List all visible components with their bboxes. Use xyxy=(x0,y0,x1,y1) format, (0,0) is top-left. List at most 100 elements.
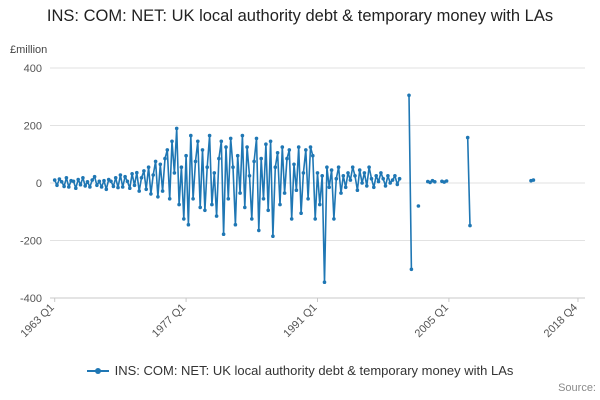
data-point-marker xyxy=(160,189,165,193)
source-label: Source: xyxy=(558,382,596,394)
data-point-marker xyxy=(179,165,184,169)
legend-line-icon xyxy=(86,367,109,374)
data-point-marker xyxy=(196,139,200,144)
data-point-marker xyxy=(271,234,275,238)
data-point-marker xyxy=(257,228,261,233)
data-point-marker xyxy=(81,176,85,180)
chart-title: INS: COM: NET: UK local authority debt &… xyxy=(46,7,554,25)
data-point-marker xyxy=(289,217,294,221)
data-point-marker xyxy=(336,165,341,169)
data-point-marker xyxy=(465,135,470,140)
data-point-marker xyxy=(383,184,388,188)
series-line xyxy=(408,94,413,271)
data-point-marker xyxy=(74,186,78,190)
data-point-marker xyxy=(261,197,266,201)
data-point-marker xyxy=(167,197,172,201)
data-point-marker xyxy=(62,184,66,189)
data-point-marker xyxy=(334,176,339,181)
data-point-marker xyxy=(132,183,137,188)
x-tick-label: 2005 Q1 xyxy=(413,302,451,340)
series-line xyxy=(53,127,401,283)
data-point-marker xyxy=(151,173,155,177)
data-point-marker xyxy=(85,180,90,184)
data-point-marker xyxy=(189,133,193,138)
data-point-marker xyxy=(360,181,364,185)
data-point-marker xyxy=(252,159,256,164)
data-point-marker xyxy=(184,153,188,158)
x-tick-label: 1963 Q1 xyxy=(18,302,56,340)
data-point-marker xyxy=(266,208,271,213)
data-point-marker xyxy=(92,174,97,179)
data-point-marker xyxy=(285,156,289,161)
data-point-marker xyxy=(433,180,437,184)
data-point-marker xyxy=(113,176,118,180)
data-point-marker xyxy=(367,165,371,169)
data-point-marker xyxy=(233,222,238,227)
data-point-marker xyxy=(88,185,92,189)
data-point-marker xyxy=(409,267,414,272)
data-point-marker xyxy=(353,174,357,178)
data-point-marker xyxy=(52,178,57,182)
data-point-marker xyxy=(372,185,376,190)
data-point-marker xyxy=(247,174,252,178)
data-point-marker xyxy=(268,139,273,144)
data-point-marker xyxy=(120,185,125,189)
data-point-marker xyxy=(238,191,242,195)
data-point-marker xyxy=(362,171,367,175)
series-line xyxy=(466,136,471,227)
data-point-marker xyxy=(531,178,536,182)
data-point-marker xyxy=(306,197,310,201)
data-point-marker xyxy=(214,214,219,218)
data-point-marker xyxy=(397,176,402,181)
data-point-marker xyxy=(212,171,217,175)
data-point-marker xyxy=(343,185,348,190)
data-point-marker xyxy=(294,188,299,192)
data-point-marker xyxy=(104,187,109,192)
data-point-marker xyxy=(128,186,132,190)
data-point-marker xyxy=(407,93,411,98)
y-tick-label: -400 xyxy=(20,293,42,305)
data-point-marker xyxy=(203,208,207,213)
x-tick-label: 1991 Q1 xyxy=(281,302,319,340)
data-point-marker xyxy=(139,176,144,180)
data-point-marker xyxy=(365,184,369,188)
data-point-marker xyxy=(381,176,386,181)
data-point-marker xyxy=(259,156,264,161)
data-point-marker xyxy=(219,139,224,144)
data-point-marker xyxy=(273,165,278,169)
data-point-marker xyxy=(90,178,94,182)
data-point-marker xyxy=(182,217,186,221)
data-point-marker xyxy=(83,184,87,188)
data-point-marker xyxy=(231,165,235,169)
data-point-marker xyxy=(299,211,303,215)
data-point-marker xyxy=(78,182,83,187)
data-point-marker xyxy=(325,165,329,169)
data-point-marker xyxy=(177,202,181,207)
data-point-marker xyxy=(322,280,327,284)
data-point-marker xyxy=(146,165,151,169)
data-point-marker xyxy=(57,177,62,181)
data-point-marker xyxy=(205,165,209,169)
data-point-marker xyxy=(64,176,69,180)
data-point-marker xyxy=(55,183,59,188)
data-point-marker xyxy=(390,178,395,182)
data-point-marker xyxy=(346,171,350,175)
legend-dot-icon xyxy=(94,367,101,374)
y-tick-label: -200 xyxy=(20,236,42,248)
data-point-marker xyxy=(339,191,343,195)
data-point-marker xyxy=(278,202,282,207)
legend-item[interactable]: INS: COM: NET: UK local authority debt &… xyxy=(0,362,600,378)
data-point-marker xyxy=(137,189,141,193)
x-tick-label: 2018 Q4 xyxy=(542,302,580,340)
data-point-marker xyxy=(287,148,292,152)
data-point-marker xyxy=(109,179,113,184)
data-point-marker xyxy=(250,217,254,221)
data-point-marker xyxy=(193,159,198,164)
data-point-marker xyxy=(350,165,355,169)
data-point-marker xyxy=(224,145,228,149)
data-point-marker xyxy=(357,168,362,172)
data-point-marker xyxy=(395,182,400,187)
data-point-marker xyxy=(158,162,163,167)
data-point-marker xyxy=(444,179,449,183)
